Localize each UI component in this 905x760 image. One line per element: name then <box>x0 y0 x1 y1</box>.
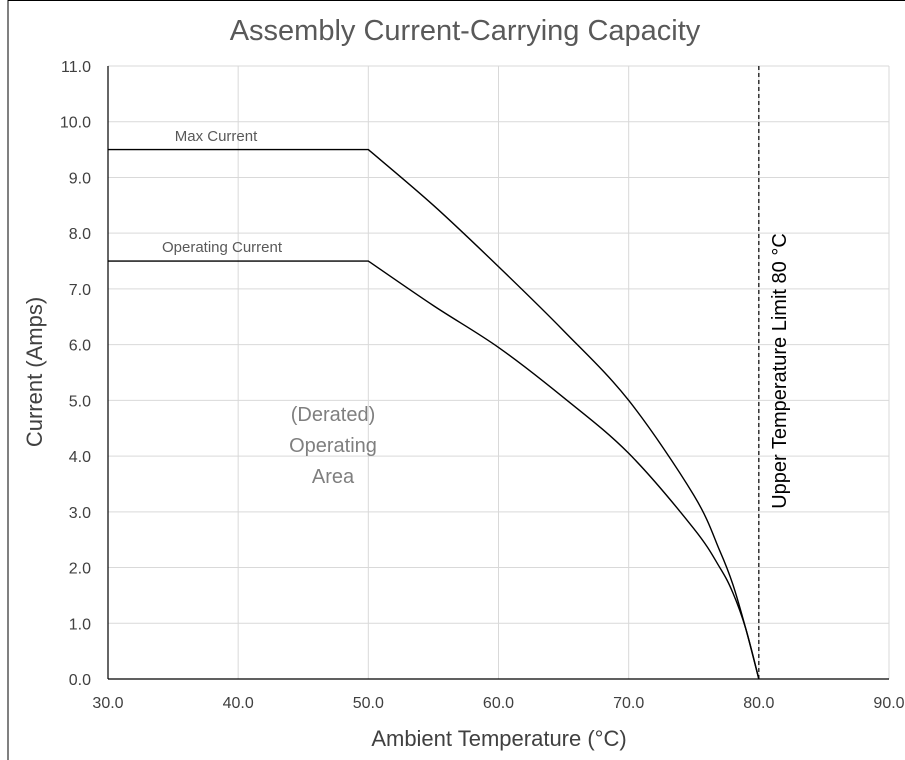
y-tick-label: 9.0 <box>69 170 91 187</box>
x-tick-label: 80.0 <box>743 695 774 712</box>
reference-line-group: Upper Temperature Limit 80 °C <box>758 66 791 679</box>
series-label-operating-current: Operating Current <box>162 239 283 256</box>
series-lines <box>108 148 760 680</box>
y-tick-label: 4.0 <box>69 449 91 466</box>
upper-temperature-limit-label: Upper Temperature Limit 80 °C <box>769 233 791 509</box>
chart-title: Assembly Current-Carrying Capacity <box>230 15 701 47</box>
x-tick-label: 70.0 <box>613 695 644 712</box>
annotation-operating: Operating <box>289 435 377 457</box>
y-axis-tick-labels: 0.0 1.0 2.0 3.0 4.0 5.0 6.0 7.0 8.0 9.0 10.0 11.0 <box>60 59 91 689</box>
annotation-area: Area <box>312 466 355 488</box>
y-tick-label: 2.0 <box>69 561 91 578</box>
x-tick-label: 50.0 <box>353 695 384 712</box>
x-axis-tick-labels: 30.0 40.0 50.0 60.0 70.0 80.0 90.0 <box>92 695 904 712</box>
series-line-max-current <box>108 148 760 680</box>
y-tick-label: 10.0 <box>60 115 91 132</box>
y-tick-label: 7.0 <box>69 282 91 299</box>
x-tick-label: 60.0 <box>483 695 514 712</box>
y-tick-label: 3.0 <box>69 505 91 522</box>
y-tick-label: 11.0 <box>61 59 91 76</box>
y-tick-label: 8.0 <box>69 226 91 243</box>
series-line-operating-current <box>108 260 760 680</box>
annotation-derated: (Derated) <box>291 404 375 426</box>
y-tick-label: 1.0 <box>69 616 91 633</box>
y-tick-label: 5.0 <box>69 393 91 410</box>
y-tick-label: 6.0 <box>69 338 91 355</box>
x-tick-label: 30.0 <box>92 695 123 712</box>
series-label-max-current: Max Current <box>175 128 258 145</box>
y-axis-title: Current (Amps) <box>22 297 47 447</box>
y-tick-label: 0.0 <box>69 672 91 689</box>
x-tick-label: 90.0 <box>873 695 904 712</box>
x-axis-title: Ambient Temperature (°C) <box>371 726 626 751</box>
x-tick-label: 40.0 <box>223 695 254 712</box>
